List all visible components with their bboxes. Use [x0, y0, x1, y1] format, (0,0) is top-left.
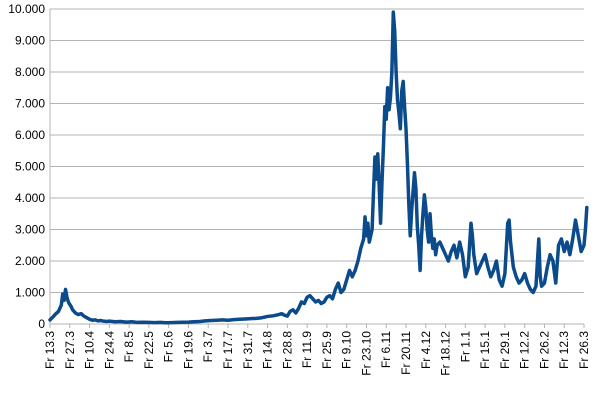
x-tick-label: Fr 12.3 — [557, 331, 571, 369]
x-tick-label: Fr 19.6 — [181, 331, 195, 369]
x-tick-label: Fr 27.3 — [63, 331, 77, 369]
y-tick-label: 9.000 — [15, 34, 45, 48]
x-tick-label: Fr 18.12 — [439, 331, 453, 376]
x-tick-label: Fr 26.3 — [577, 331, 591, 369]
x-tick-label: Fr 24.4 — [102, 331, 116, 369]
series-group — [48, 10, 589, 325]
x-tick-label: Fr 5.6 — [162, 331, 176, 363]
y-tick-label: 2.000 — [15, 254, 45, 268]
x-tick-label: Fr 26.2 — [537, 331, 551, 369]
y-tick-label: 5.000 — [15, 160, 45, 174]
x-tick-label: Fr 9.10 — [340, 331, 354, 369]
x-tick-label: Fr 28.8 — [280, 331, 294, 369]
series-line — [48, 10, 589, 325]
y-tick-label: 0 — [38, 317, 45, 331]
x-tick-label: Fr 14.8 — [261, 331, 275, 369]
x-tick-label: Fr 17.7 — [221, 331, 235, 369]
x-tick-label: Fr 13.3 — [43, 331, 57, 369]
x-tick-label: Fr 23.10 — [359, 331, 373, 376]
y-tick-label: 8.000 — [15, 65, 45, 79]
y-tick-label: 4.000 — [15, 191, 45, 205]
x-tick-label: Fr 6.11 — [379, 331, 393, 368]
y-tick-label: 3.000 — [15, 223, 45, 237]
y-tick-label: 7.000 — [15, 97, 45, 111]
x-tick-label: Fr 29.1 — [498, 331, 512, 369]
gridlines — [50, 8, 584, 325]
x-tick-label: Fr 4.12 — [419, 331, 433, 369]
y-tick-label: 6.000 — [15, 128, 45, 142]
y-tick-label: 1.000 — [15, 286, 45, 300]
x-tick-label: Fr 25.9 — [320, 331, 334, 369]
x-tick-label: Fr 1.1 — [458, 331, 472, 363]
x-tick-label: Fr 10.4 — [83, 331, 97, 369]
y-tick-label: 10.000 — [8, 2, 45, 16]
x-tick-label: Fr 12.2 — [518, 331, 532, 369]
x-tick-labels: Fr 13.3 Fr 27.3 Fr 10.4 Fr 24.4 Fr 8.5 Fr 22.… — [43, 331, 591, 376]
x-tick-label: Fr 15.1 — [478, 331, 492, 369]
x-tick-label: Fr 22.5 — [142, 331, 156, 369]
x-tick-label: Fr 8.5 — [122, 331, 136, 363]
x-tick-label: Fr 31.7 — [241, 331, 255, 369]
y-tick-labels: 0 1.000 2.000 3.000 4.000 5.000 6.000 7.000 8.00… — [8, 2, 45, 331]
x-tick-label: Fr 20.11 — [399, 331, 413, 375]
x-tick-label: Fr 11.9 — [300, 331, 314, 368]
x-tick-label: Fr 3.7 — [201, 331, 215, 363]
